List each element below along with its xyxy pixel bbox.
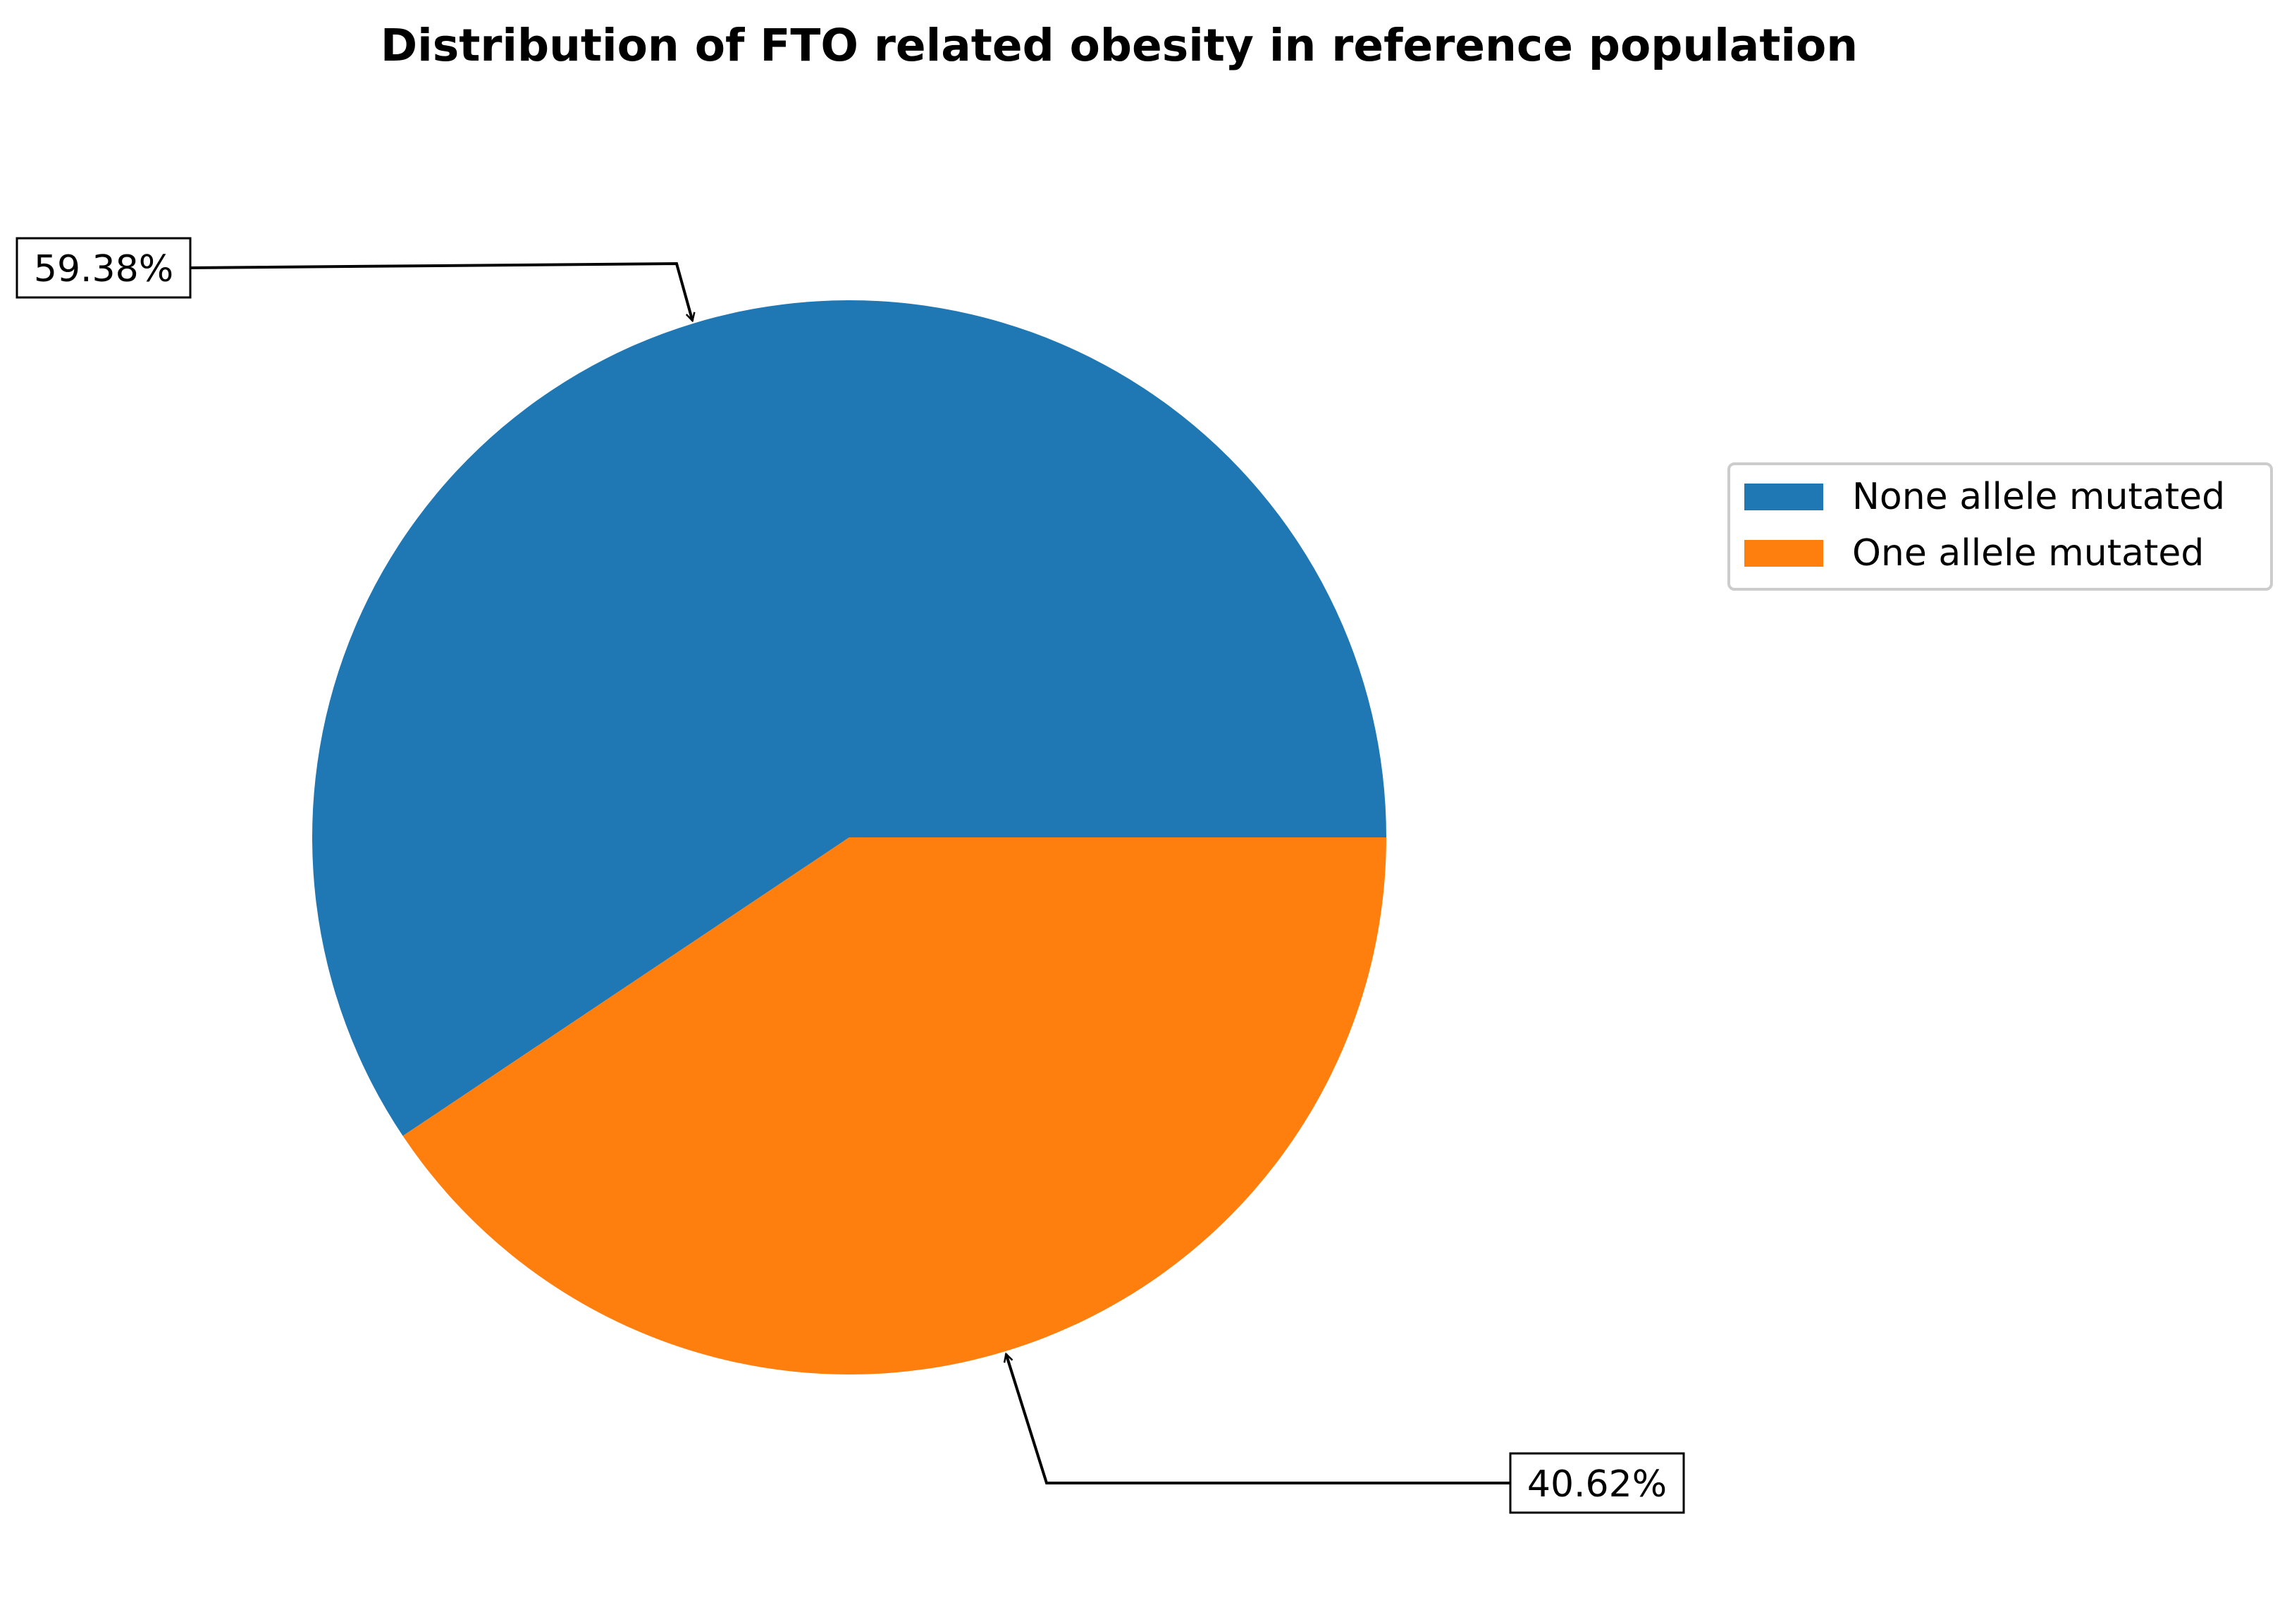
annotation-arrow-1 — [190, 262, 693, 321]
legend-swatch-2 — [1744, 540, 1823, 567]
pie-slice-1 — [312, 300, 1386, 1136]
annotation-arrow-2 — [1006, 1354, 1510, 1484]
annotation-box-1 — [16, 237, 192, 299]
annotation-label-2: 40.62% — [1527, 1463, 1667, 1506]
annotation-box-2 — [1509, 1452, 1685, 1514]
annotations-layer: 59.38% 40.62% — [16, 237, 1685, 1514]
legend: None allele mutated One allele mutated — [1727, 462, 2273, 591]
slices-layer — [312, 300, 1386, 1374]
legend-swatch-1 — [1744, 484, 1823, 510]
chart-title: Distribution of FTO related obesity in r… — [381, 20, 1858, 71]
legend-label-1: None allele mutated — [1852, 476, 2225, 518]
annotation-label-1: 59.38% — [34, 248, 173, 290]
legend-frame — [1727, 462, 2273, 591]
legend-label-2: One allele mutated — [1852, 532, 2204, 574]
pie-slice-2 — [402, 837, 1386, 1374]
